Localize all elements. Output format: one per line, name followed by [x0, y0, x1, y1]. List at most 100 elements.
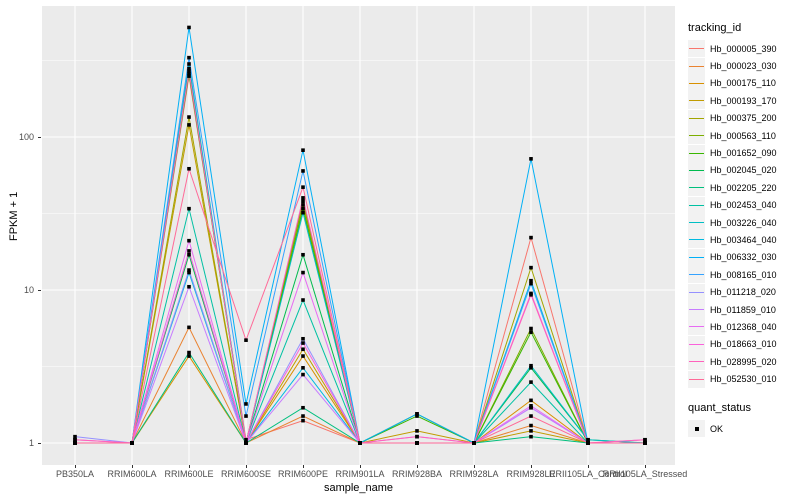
data-point	[415, 434, 419, 439]
data-point	[187, 268, 191, 272]
legend-key-line-icon	[688, 283, 705, 301]
legend-key-line-icon	[688, 144, 705, 162]
data-point	[301, 196, 305, 200]
x-tick-mark	[132, 465, 133, 468]
data-point	[529, 293, 533, 297]
data-point	[244, 414, 248, 418]
data-point	[73, 441, 77, 445]
legend-title-tracking-id: tracking_id	[688, 22, 742, 34]
legend-label: Hb_000375_200	[710, 113, 777, 124]
x-tick-label: RRIM928BA	[391, 469, 443, 479]
legend-item-Hb_003464_040: Hb_003464_040	[688, 231, 800, 249]
data-point	[187, 74, 191, 78]
data-point	[529, 265, 533, 270]
x-tick-mark	[474, 465, 475, 468]
data-point	[187, 206, 191, 211]
data-point	[244, 338, 248, 342]
legend-label: Hb_018663_010	[710, 339, 777, 350]
legend-label: Hb_000005_390	[710, 43, 777, 54]
x-tick-label: PB350LA	[55, 469, 95, 479]
legend-label: Hb_002453_040	[710, 200, 777, 211]
data-point	[130, 441, 134, 445]
x-tick-mark	[189, 465, 190, 468]
data-point	[187, 69, 191, 73]
data-point	[187, 115, 191, 119]
quant-status-label: OK	[710, 423, 724, 434]
plot-panel	[42, 6, 675, 465]
legend-label: Hb_000193_170	[710, 95, 777, 106]
x-tick-label: RRIM600PE	[277, 469, 329, 479]
legend-key-line-icon	[688, 92, 705, 110]
data-point	[187, 55, 191, 60]
x-tick-mark	[645, 465, 646, 468]
y-axis-title: FPKM + 1	[8, 191, 20, 241]
data-point	[301, 298, 305, 302]
legend-item-Hb_001652_090: Hb_001652_090	[688, 144, 800, 162]
data-point	[301, 418, 305, 423]
x-tick-label: RRIM600LE	[164, 469, 214, 479]
data-point	[529, 423, 533, 428]
legend-key-line-icon	[688, 353, 705, 371]
data-point	[301, 366, 305, 370]
x-tick-label: RRII105LA_Control	[548, 469, 628, 479]
x-tick-label: RRIM600SE	[220, 469, 272, 479]
data-point	[187, 71, 191, 76]
data-point	[301, 206, 305, 211]
legend-key-line-icon	[688, 57, 705, 75]
legend-key-line-icon	[688, 127, 705, 145]
data-point	[415, 414, 419, 418]
legend: tracking_id Hb_000005_390 Hb_000023_030 Hb…	[688, 22, 800, 437]
x-tick-label: RRII105LA_Stressed	[602, 469, 688, 479]
data-point	[529, 434, 533, 439]
legend-item-Hb_002045_020: Hb_002045_020	[688, 161, 800, 179]
legend-item-quant-ok: OK	[688, 420, 800, 437]
legend-label: Hb_002205_220	[710, 182, 777, 193]
legend-label: Hb_000175_110	[710, 78, 776, 89]
data-point	[301, 405, 305, 410]
legend-item-Hb_000375_200: Hb_000375_200	[688, 109, 800, 127]
y-tick-mark	[38, 443, 41, 444]
data-point	[301, 341, 305, 345]
data-point	[643, 437, 647, 442]
data-point	[301, 210, 305, 215]
x-tick-mark	[531, 465, 532, 468]
legend-item-Hb_011859_010: Hb_011859_010	[688, 301, 800, 319]
data-point	[187, 25, 191, 30]
x-tick-mark	[75, 465, 76, 468]
data-point	[187, 249, 191, 253]
data-point	[415, 412, 419, 416]
data-point	[301, 185, 305, 189]
data-point	[244, 437, 248, 442]
data-point	[529, 235, 533, 240]
data-point	[529, 429, 533, 433]
legend-item-Hb_006332_030: Hb_006332_030	[688, 248, 800, 266]
chart-svg	[42, 6, 675, 465]
data-point	[244, 441, 248, 445]
data-point	[529, 330, 533, 334]
data-point	[586, 437, 590, 442]
data-point	[244, 402, 248, 406]
legend-item-Hb_012368_040: Hb_012368_040	[688, 318, 800, 336]
legend-label: Hb_011218_020	[710, 287, 776, 298]
y-tick-mark	[38, 137, 41, 138]
legend-key-line-icon	[688, 266, 705, 284]
data-point	[301, 414, 305, 418]
data-point	[301, 203, 305, 207]
x-tick-mark	[417, 465, 418, 468]
legend-item-Hb_002453_040: Hb_002453_040	[688, 196, 800, 214]
legend-key-line-icon	[688, 248, 705, 266]
legend-key-line-icon	[688, 301, 705, 319]
x-tick-label: RRIM928LE	[506, 469, 556, 479]
data-point	[301, 270, 305, 275]
y-tick-mark	[38, 290, 41, 291]
data-point	[187, 325, 191, 330]
legend-item-Hb_052530_010: Hb_052530_010	[688, 370, 800, 388]
x-tick-label: RRIM600LA	[107, 469, 157, 479]
legend-key-line-icon	[688, 40, 705, 58]
data-point	[301, 347, 305, 352]
legend-label: Hb_052530_010	[710, 374, 777, 385]
data-point	[529, 398, 533, 403]
legend-items: Hb_000005_390 Hb_000023_030 Hb_000175_110 H…	[688, 40, 800, 388]
data-point	[529, 405, 533, 410]
